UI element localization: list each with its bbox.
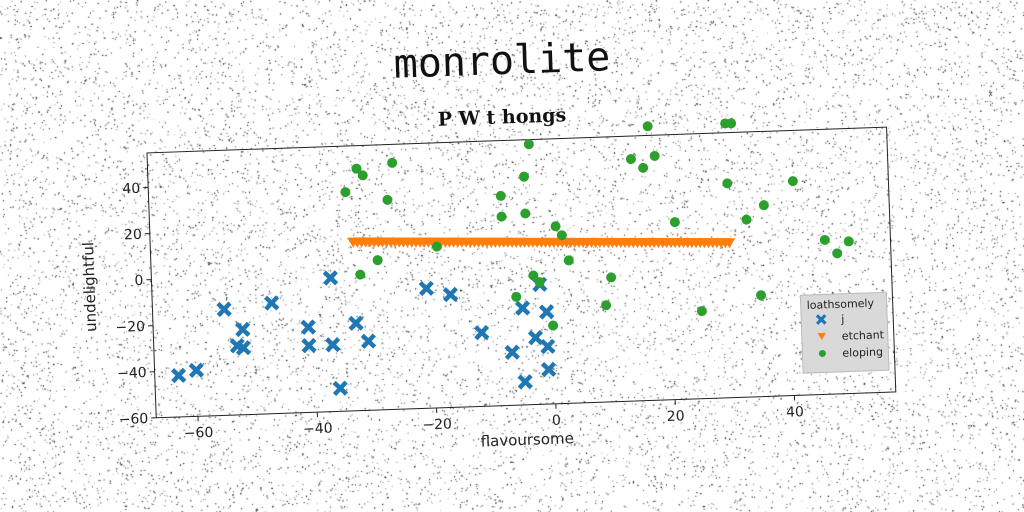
x-tick-label: 20 xyxy=(667,408,685,425)
x-tick-label: −60 xyxy=(184,425,214,442)
data-point-j xyxy=(360,333,377,349)
data-point-eloping xyxy=(351,163,362,174)
data-point-eloping xyxy=(696,306,707,317)
y-tick-label: −60 xyxy=(118,411,148,428)
x-axis-label: flavoursome xyxy=(480,429,574,450)
data-point-eloping xyxy=(741,214,752,225)
data-point-eloping xyxy=(642,121,653,132)
legend: loathsomely j etchant eloping xyxy=(799,291,890,374)
data-point-eloping xyxy=(355,269,366,280)
axes-title: P W t hongs xyxy=(437,104,566,130)
data-point-etchant xyxy=(723,238,736,249)
legend-title: loathsomely xyxy=(806,297,874,312)
y-tick-label: −20 xyxy=(115,319,145,336)
legend-label-etchant: etchant xyxy=(842,328,885,342)
data-point-eloping xyxy=(563,255,574,266)
x-tick-label: −20 xyxy=(422,416,452,433)
data-point-eloping xyxy=(638,162,649,173)
plot-frame xyxy=(146,126,897,419)
legend-marker-j xyxy=(815,314,827,325)
data-point-j xyxy=(235,340,252,356)
data-point-eloping xyxy=(520,208,531,219)
data-point-j xyxy=(442,286,459,303)
y-tick-label: 20 xyxy=(124,227,142,244)
data-point-j xyxy=(517,374,533,390)
data-point-eloping xyxy=(843,236,854,247)
data-point-eloping xyxy=(495,190,506,201)
legend-entries: j etchant eloping xyxy=(815,313,885,360)
data-point-eloping xyxy=(372,255,383,266)
y-tick-label: −40 xyxy=(117,365,147,382)
y-axis-label: undelightful xyxy=(79,242,100,333)
data-point-j xyxy=(216,301,232,318)
data-point-j xyxy=(300,319,317,335)
data-point-j xyxy=(188,362,205,378)
data-point-eloping xyxy=(726,118,737,129)
ticks-layer: −60 −40 −20 0 20 40 40 20 0 −20 −40 −60 xyxy=(115,181,804,442)
plot-group: P W t hongs −60 −40 −20 0 20 4040200−20−40−60… xyxy=(79,104,897,450)
data-point-j xyxy=(504,344,520,361)
data-point-j xyxy=(322,270,339,286)
data-point-eloping xyxy=(669,217,680,228)
data-point-j xyxy=(418,280,435,297)
data-point-eloping xyxy=(649,150,660,161)
data-point-eloping xyxy=(523,139,534,150)
data-point-eloping xyxy=(534,277,545,288)
marks-layer xyxy=(170,118,854,397)
data-point-j xyxy=(170,367,187,384)
data-point-j xyxy=(527,329,544,346)
data-point-eloping xyxy=(601,300,612,311)
data-point-eloping xyxy=(832,248,843,259)
data-point-eloping xyxy=(787,176,798,187)
data-point-eloping xyxy=(819,234,830,245)
data-point-j xyxy=(234,321,251,338)
data-point-j xyxy=(540,338,556,355)
y-tick-label: 0 xyxy=(134,273,143,289)
x-tick-label: 40 xyxy=(786,404,804,421)
data-point-eloping xyxy=(556,230,567,241)
legend-marker-eloping xyxy=(818,349,826,357)
data-point-j xyxy=(263,295,280,311)
data-point-eloping xyxy=(431,241,442,252)
legend-marker-etchant xyxy=(817,332,826,340)
data-point-eloping xyxy=(756,290,767,301)
data-point-j xyxy=(514,300,531,316)
data-point-eloping xyxy=(722,178,733,189)
data-point-j xyxy=(348,315,364,331)
y-tick-label: 40 xyxy=(122,181,140,198)
legend-label-eloping: eloping xyxy=(842,345,883,359)
data-point-eloping xyxy=(496,211,507,222)
data-point-j xyxy=(473,324,490,341)
data-point-eloping xyxy=(548,320,559,331)
data-point-j xyxy=(332,380,349,397)
data-point-j xyxy=(325,336,341,353)
data-point-eloping xyxy=(382,194,393,205)
data-point-eloping xyxy=(550,221,561,232)
data-point-eloping xyxy=(511,291,522,302)
data-point-j xyxy=(540,361,557,378)
data-point-eloping xyxy=(758,200,769,211)
data-point-eloping xyxy=(387,157,398,168)
data-point-j xyxy=(538,304,555,320)
data-point-eloping xyxy=(625,154,636,165)
data-point-eloping xyxy=(357,170,368,181)
x-tick-label: −40 xyxy=(303,421,333,438)
data-point-eloping xyxy=(340,187,351,198)
data-point-eloping xyxy=(519,171,530,182)
legend-label-j: j xyxy=(840,313,845,326)
data-point-eloping xyxy=(528,270,539,281)
data-point-eloping xyxy=(606,272,617,283)
x-tick-label: 0 xyxy=(552,413,561,429)
data-point-j xyxy=(301,337,317,354)
